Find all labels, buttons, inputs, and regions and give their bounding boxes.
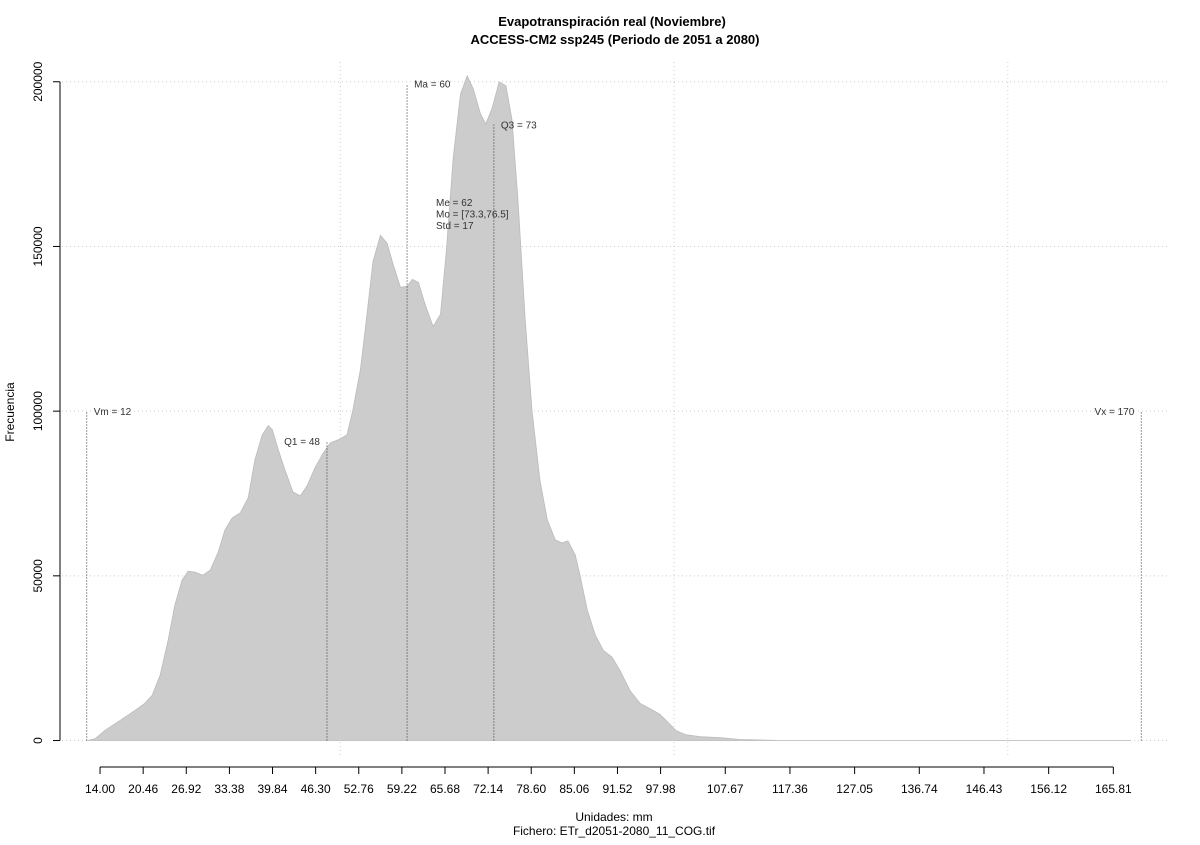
x-tick-label: 146.43 xyxy=(966,782,1003,796)
x-tick-label: 156.12 xyxy=(1030,782,1067,796)
x-tick-label: 65.68 xyxy=(430,782,460,796)
footer: Fichero: ETr_d2051-2080_11_COG.tif xyxy=(513,824,716,838)
x-tick-label: 127.05 xyxy=(836,782,873,796)
x-tick-label: 20.46 xyxy=(128,782,158,796)
x-tick-label: 107.67 xyxy=(707,782,744,796)
x-tick-label: 46.30 xyxy=(301,782,331,796)
y-axis-label: Frecuencia xyxy=(3,382,17,442)
y-tick-label: 200000 xyxy=(31,61,45,101)
x-tick-label: 33.38 xyxy=(214,782,244,796)
density-area xyxy=(87,74,1132,741)
stat-label: Mo = [73.3,76.5] xyxy=(436,210,509,221)
stat-label: Std = 17 xyxy=(436,221,474,232)
y-tick-label: 100000 xyxy=(31,391,45,431)
x-tick-label: 91.52 xyxy=(602,782,632,796)
marker-label: Ma = 60 xyxy=(414,80,451,91)
x-tick-label: 136.74 xyxy=(901,782,938,796)
x-tick-label: 52.76 xyxy=(344,782,374,796)
marker-label: Vx = 170 xyxy=(1095,407,1135,418)
y-tick-label: 0 xyxy=(31,737,45,744)
chart-title: Evapotranspiración real (Noviembre) xyxy=(498,14,726,29)
x-tick-label: 117.36 xyxy=(772,782,808,796)
x-tick-label: 165.81 xyxy=(1095,782,1132,796)
y-tick-label: 150000 xyxy=(31,226,45,266)
chart-subtitle: ACCESS-CM2 ssp245 (Periodo de 2051 a 208… xyxy=(470,32,759,47)
marker-label: Q1 = 48 xyxy=(284,437,320,448)
stat-label: Me = 62 xyxy=(436,198,473,209)
x-axis-label: Unidades: mm xyxy=(575,810,652,824)
x-tick-label: 39.84 xyxy=(258,782,288,796)
x-tick-label: 59.22 xyxy=(387,782,417,796)
x-tick-label: 78.60 xyxy=(516,782,546,796)
x-tick-label: 72.14 xyxy=(473,782,503,796)
x-tick-label: 97.98 xyxy=(646,782,676,796)
marker-label: Vm = 12 xyxy=(94,407,132,418)
x-tick-label: 26.92 xyxy=(171,782,201,796)
marker-label: Q3 = 73 xyxy=(501,121,537,132)
y-tick-label: 50000 xyxy=(31,559,45,593)
x-tick-label: 85.06 xyxy=(559,782,589,796)
x-tick-label: 14.00 xyxy=(85,782,115,796)
